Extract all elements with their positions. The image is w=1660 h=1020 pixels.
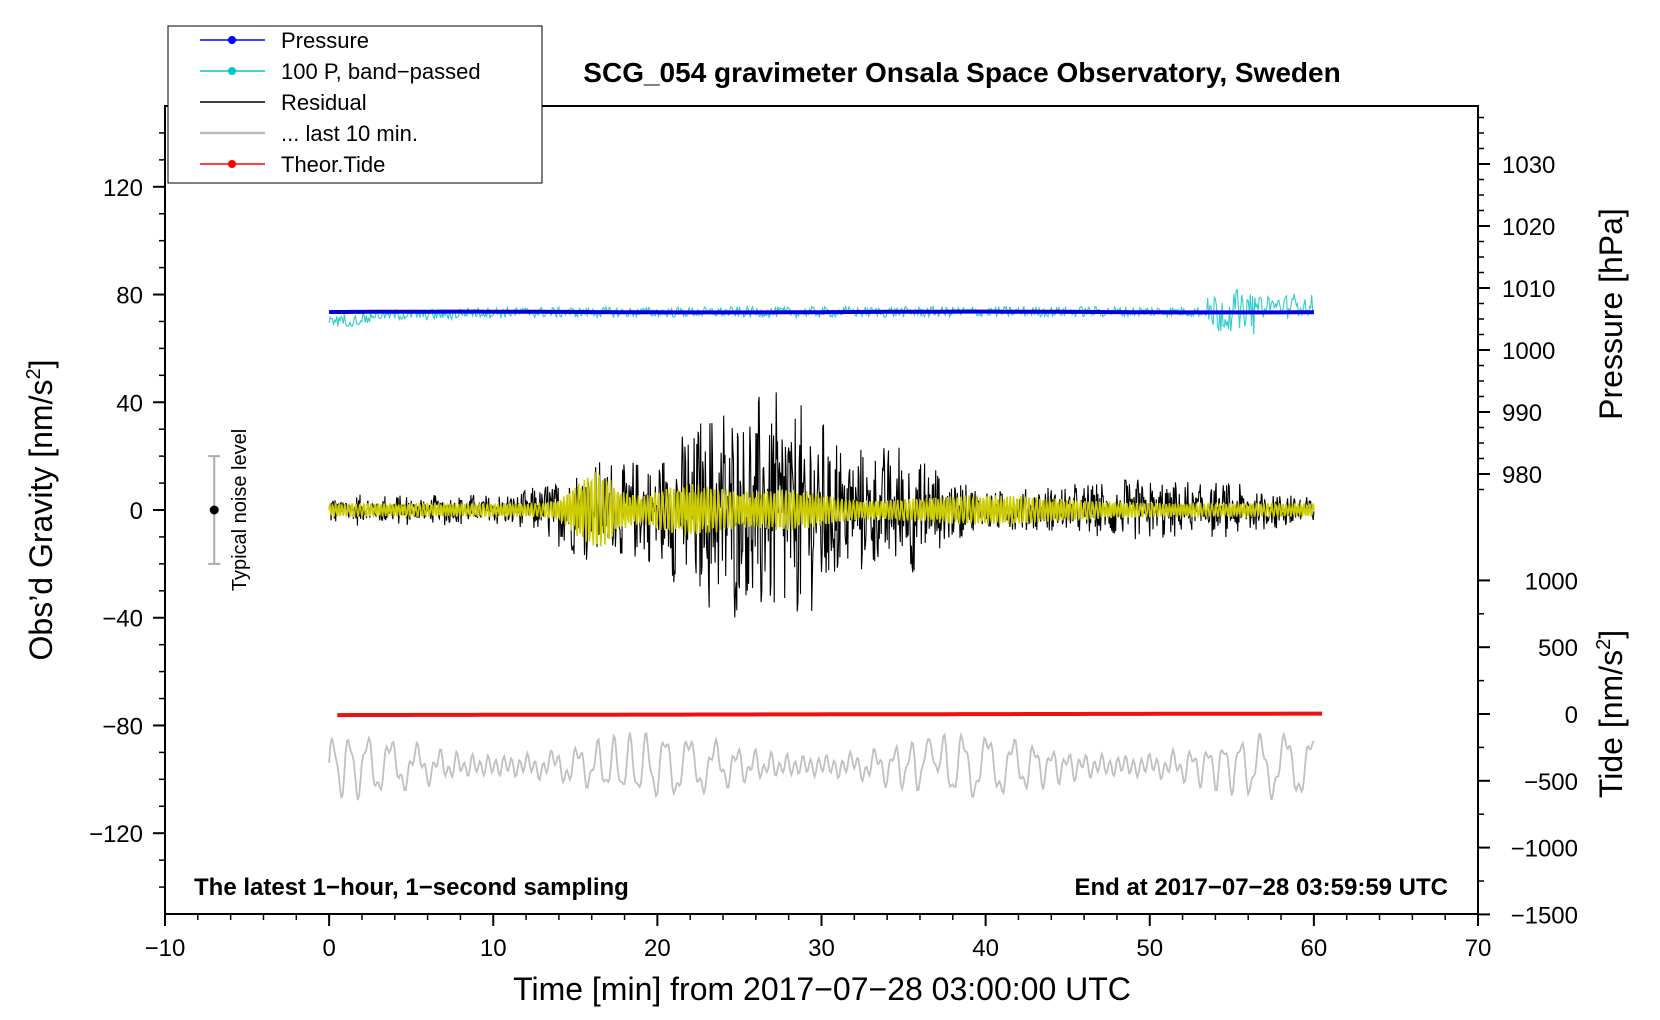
x-axis-title: Time [min] from 2017−07−28 03:00:00 UTC — [513, 971, 1131, 1007]
ticks-layer: −10 0 10 20 30 40 50 60 7012080400−40−80−1201030… — [89, 116, 1578, 962]
legend-label-0: Pressure — [281, 28, 369, 53]
y-left-tick-label-0: 120 — [103, 175, 143, 202]
y-left-tick-label-1: 80 — [116, 283, 143, 310]
tide-title-sup: 2 — [1593, 639, 1615, 650]
y-left-title-close: ] — [23, 360, 59, 369]
pressure-tick-label-4: 990 — [1502, 400, 1542, 427]
y-left-tick-label-4: −40 — [102, 606, 143, 633]
y-right-pressure-title: Pressure [hPa] — [1593, 208, 1629, 420]
x-tick-label-3: 20 — [644, 935, 671, 962]
noise-label: Typical noise level — [229, 429, 251, 591]
series-theor-tide — [337, 711, 1323, 718]
legend-marker-0 — [228, 36, 236, 44]
y-left-title-main: Obs’d Gravity [nm/s — [23, 380, 59, 661]
x-tick-label-5: 40 — [972, 935, 999, 962]
series-last-10-min — [328, 731, 1315, 801]
tide-title-close: ] — [1593, 630, 1629, 639]
chart-title: SCG_054 gravimeter Onsala Space Observat… — [583, 57, 1340, 88]
x-tick-label-6: 50 — [1136, 935, 1163, 962]
x-tick-label-2: 10 — [480, 935, 507, 962]
x-tick-label-1: 0 — [322, 935, 335, 962]
series-layer — [328, 288, 1323, 801]
y-left-axis-title: Obs’d Gravity [nm/s2] — [23, 360, 59, 661]
pressure-tick-label-1: 1020 — [1502, 214, 1555, 241]
y-right-tide-title: Tide [nm/s2] — [1593, 630, 1629, 798]
tide-tick-label-5: −1500 — [1511, 902, 1578, 929]
pressure-tick-label-2: 1010 — [1502, 276, 1555, 303]
x-tick-label-8: 70 — [1465, 935, 1492, 962]
note-end-time: End at 2017−07−28 03:59:59 UTC — [1074, 874, 1448, 901]
pressure-tick-label-5: 980 — [1502, 462, 1542, 489]
y-left-tick-label-5: −80 — [102, 713, 143, 740]
tide-tick-label-3: −500 — [1524, 769, 1578, 796]
legend: Pressure 100 P, band−passed Residual ... la… — [167, 25, 543, 184]
note-latest-hour: The latest 1−hour, 1−second sampling — [194, 874, 629, 901]
noise-indicator: Typical noise level — [208, 429, 251, 591]
legend-marker-1 — [228, 67, 236, 75]
legend-marker-4 — [228, 160, 236, 168]
legend-label-1: 100 P, band−passed — [281, 59, 481, 84]
tide-tick-label-2: 0 — [1565, 702, 1578, 729]
legend-items: Pressure 100 P, band−passed Residual ... la… — [200, 28, 481, 177]
tide-tick-label-4: −1000 — [1511, 836, 1578, 863]
pressure-tick-label-3: 1000 — [1502, 338, 1555, 365]
y-left-tick-label-2: 40 — [116, 390, 143, 417]
y-left-tick-label-6: −120 — [89, 821, 143, 848]
tide-title-main: Tide [nm/s — [1593, 650, 1629, 798]
tide-tick-label-0: 1000 — [1525, 568, 1578, 595]
series-residual-filtered — [328, 471, 1315, 547]
legend-label-4: Theor.Tide — [281, 152, 385, 177]
tide-tick-label-1: 500 — [1538, 635, 1578, 662]
series-pressure — [329, 309, 1314, 315]
legend-box — [167, 25, 543, 184]
pressure-tick-label-0: 1030 — [1502, 152, 1555, 179]
x-tick-label-4: 30 — [808, 935, 835, 962]
y-left-title-sup: 2 — [23, 368, 45, 379]
legend-label-3: ... last 10 min. — [281, 121, 418, 146]
x-tick-label-7: 60 — [1301, 935, 1328, 962]
legend-label-2: Residual — [281, 90, 367, 115]
noise-center-dot — [209, 505, 219, 515]
x-tick-label-0: −10 — [145, 935, 186, 962]
y-left-tick-label-3: 0 — [130, 498, 143, 525]
